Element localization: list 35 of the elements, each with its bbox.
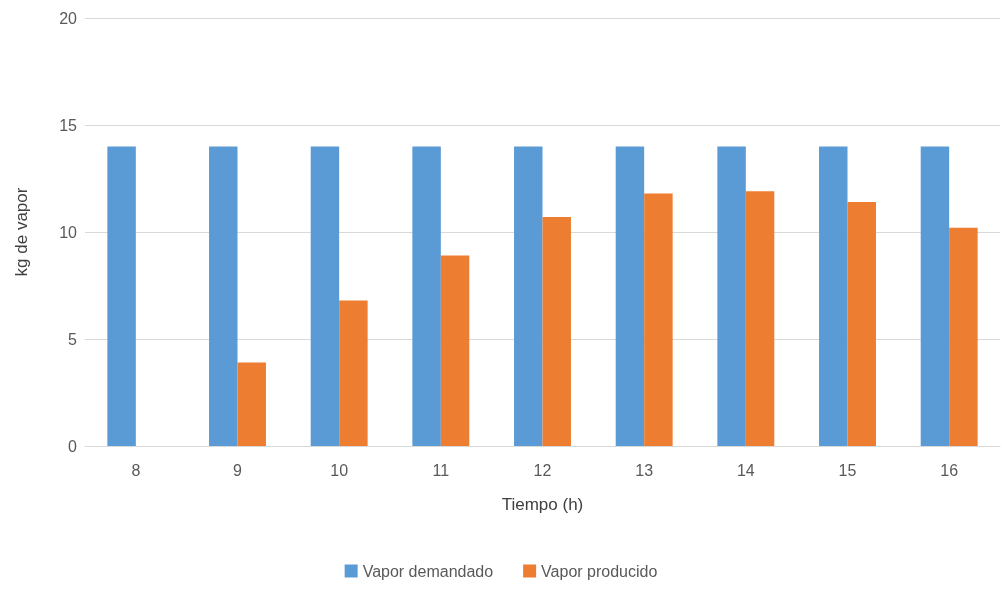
bar xyxy=(644,193,673,446)
x-tick-label: 10 xyxy=(330,461,349,479)
y-axis-title: kg de vapor xyxy=(12,187,31,277)
bar xyxy=(717,146,746,446)
x-tick-label: 13 xyxy=(635,461,654,479)
bar xyxy=(745,191,775,446)
bar xyxy=(440,255,470,446)
x-tick-label: 15 xyxy=(838,461,857,479)
bar xyxy=(542,217,571,446)
x-tick-label: 12 xyxy=(533,461,552,479)
x-tick-label: 9 xyxy=(233,461,243,479)
bar xyxy=(339,300,368,446)
x-tick-label: 8 xyxy=(131,461,141,479)
y-tick-label: 15 xyxy=(59,116,78,134)
bar xyxy=(949,227,978,446)
bar xyxy=(514,146,543,446)
bar xyxy=(209,146,238,446)
bar xyxy=(237,362,266,446)
y-tick-label: 20 xyxy=(59,9,78,27)
y-tick-label: 5 xyxy=(68,330,78,348)
bar xyxy=(615,146,645,446)
y-tick-label: 0 xyxy=(68,437,78,455)
x-tick-label: 16 xyxy=(940,461,959,479)
legend-label: Vapor demandado xyxy=(362,562,494,580)
legend-label: Vapor producido xyxy=(541,562,658,580)
bar xyxy=(107,146,136,446)
x-tick-label: 14 xyxy=(736,461,755,479)
bar xyxy=(847,202,876,446)
bar xyxy=(920,146,950,446)
bar xyxy=(412,146,441,446)
y-tick-label: 10 xyxy=(59,223,78,241)
bar xyxy=(819,146,848,446)
bar xyxy=(310,146,340,446)
x-axis-title: Tiempo (h) xyxy=(501,495,584,514)
x-tick-label: 11 xyxy=(432,461,450,479)
